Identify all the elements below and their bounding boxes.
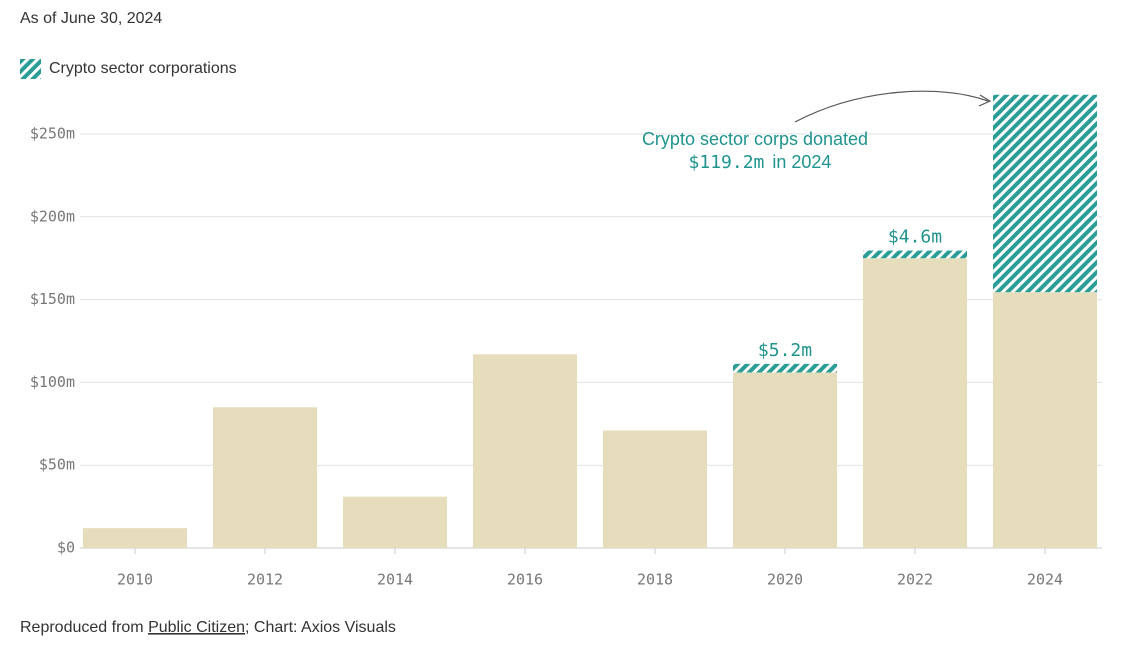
x-tick-label: 2024	[1027, 571, 1063, 589]
y-tick-label: $200m	[30, 207, 75, 225]
annotation-arrowhead	[978, 94, 992, 107]
annotation-text: in 2024	[772, 152, 831, 172]
annotation-line2: $119.2m in 2024	[689, 152, 832, 173]
bar-segment	[473, 354, 577, 548]
source-suffix: ; Chart: Axios Visuals	[245, 619, 396, 636]
bar-segment	[863, 258, 967, 548]
x-tick-label: 2016	[507, 571, 543, 589]
x-tick-label: 2012	[247, 571, 283, 589]
source: Reproduced from Public Citizen; Chart: A…	[20, 619, 396, 636]
y-tick-label: $50m	[39, 456, 75, 474]
value-label: $5.2m	[758, 340, 812, 361]
annotation: Crypto sector corps donated	[642, 129, 868, 149]
bar-segment	[83, 528, 187, 548]
x-tick-label: 2020	[767, 571, 803, 589]
bar-segment	[993, 292, 1097, 548]
plot: $0 $50m $100m $150m $200m $250m 2010 2012 2014 20…	[30, 94, 1102, 589]
source-link[interactable]: Public Citizen	[148, 619, 245, 636]
x-tick-label: 2014	[377, 571, 413, 589]
bar-segment	[863, 250, 967, 259]
subtitle: As of June 30, 2024	[20, 10, 162, 27]
y-tick-label: $100m	[30, 373, 75, 391]
bar-segment	[213, 407, 317, 548]
annotation-arrow	[794, 90, 989, 123]
x-tick-label: 2022	[897, 571, 933, 589]
bar-segment	[343, 496, 447, 548]
bar-segment	[603, 430, 707, 548]
value-label: $4.6m	[888, 227, 942, 248]
x-tick-label: 2010	[117, 571, 153, 589]
y-tick-label: $150m	[30, 290, 75, 308]
bar-segment	[993, 94, 1097, 293]
x-tick-label: 2018	[637, 571, 673, 589]
source-prefix: Reproduced from	[20, 619, 144, 636]
annotation-value: $119.2m	[689, 152, 765, 173]
legend-label: Crypto sector corporations	[49, 60, 237, 77]
legend-swatch	[20, 59, 41, 79]
bar-segment	[733, 363, 837, 373]
y-tick-label: $0	[57, 539, 75, 557]
bar-segment	[733, 372, 837, 548]
y-tick-label: $250m	[30, 125, 75, 143]
